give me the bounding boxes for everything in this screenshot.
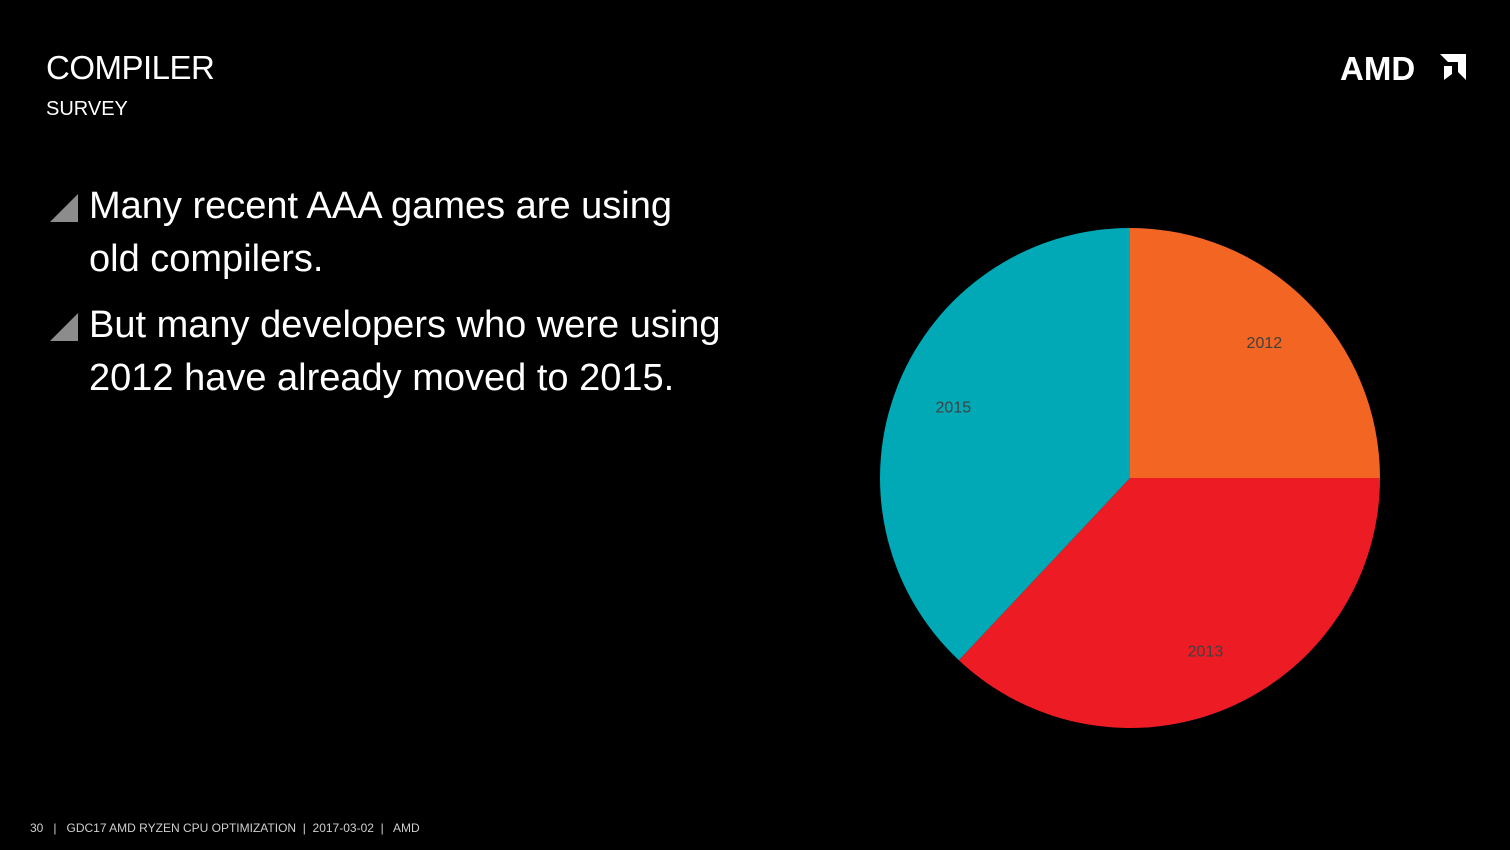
bullet-text: But many developers who were using 2012 … <box>89 304 721 399</box>
pie-chart: 2012 2013 2015 <box>879 228 1380 729</box>
pie-slice-2015 <box>879 228 1130 661</box>
bullet-text: Many recent AAA games are using old comp… <box>89 185 672 280</box>
triangle-bullet-icon <box>50 194 78 222</box>
bullet-item: But many developers who were using 2012 … <box>46 299 726 405</box>
pie-label-2012: 2012 <box>1247 335 1283 352</box>
logo-arrow-icon <box>1440 54 1466 80</box>
footer-page-number: 30 <box>30 821 44 835</box>
footer-company: AMD <box>393 821 420 835</box>
bullet-list: Many recent AAA games are using old comp… <box>46 180 726 418</box>
triangle-bullet-icon <box>50 313 78 341</box>
footer-event: GDC17 AMD RYZEN CPU OPTIMIZATION <box>66 821 297 835</box>
slide-title: COMPILER <box>46 49 215 86</box>
pie-label-2013: 2013 <box>1188 644 1224 661</box>
slide-subtitle: SURVEY <box>46 98 128 120</box>
amd-logo: AMD <box>1340 50 1466 86</box>
bullet-item: Many recent AAA games are using old comp… <box>46 180 726 286</box>
footer: 30 | GDC17 AMD RYZEN CPU OPTIMIZATION | … <box>30 821 420 835</box>
pie-label-2015: 2015 <box>936 399 972 416</box>
pie-slice-2012 <box>1130 228 1380 478</box>
pie-slice-2013 <box>958 478 1380 729</box>
logo-text: AMD <box>1340 50 1415 86</box>
footer-date: 2017-03-02 <box>312 821 374 835</box>
